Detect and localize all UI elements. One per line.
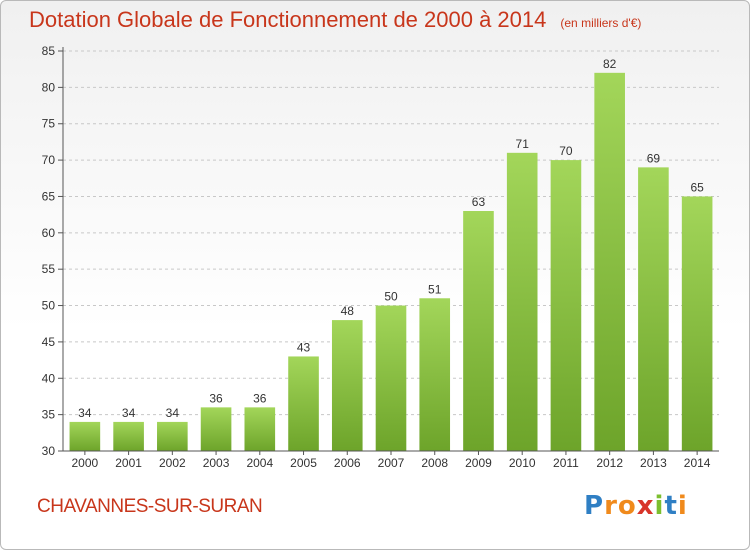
data-label: 63 <box>472 195 486 209</box>
y-tick-label: 70 <box>42 153 56 167</box>
y-tick-label: 45 <box>42 335 56 349</box>
title-text: Dotation Globale de Fonctionnement de 20… <box>29 7 547 32</box>
y-tick-label: 80 <box>42 80 56 94</box>
chart-subtitle: (en milliers d'€) <box>560 16 642 30</box>
commune-name: CHAVANNES-SUR-SURAN <box>37 496 263 517</box>
y-tick-label: 40 <box>42 371 56 385</box>
data-label: 34 <box>78 406 92 420</box>
x-tick-label: 2014 <box>684 456 711 470</box>
bars <box>69 72 713 452</box>
y-tick-label: 60 <box>42 226 56 240</box>
x-tick-label: 2000 <box>72 456 99 470</box>
bar <box>157 421 188 451</box>
x-tick-label: 2004 <box>246 456 273 470</box>
bar <box>113 421 144 451</box>
y-tick-label: 75 <box>42 117 56 131</box>
bar <box>594 72 625 452</box>
bar <box>681 196 713 451</box>
x-tick-label: 2002 <box>159 456 186 470</box>
logo-letter: P <box>584 491 605 521</box>
bar <box>244 407 276 451</box>
logo-letter: x <box>636 491 655 521</box>
data-label: 51 <box>428 282 442 296</box>
logo-letter: o <box>617 491 637 521</box>
bar <box>288 356 319 451</box>
y-tick-label: 35 <box>42 408 56 422</box>
data-label: 34 <box>166 406 180 420</box>
data-label: 82 <box>603 57 617 71</box>
axes: 30 35 40 45 50 55 60 65 70 75 80 85 <box>42 44 719 458</box>
proxiti-logo: Proxiti <box>584 491 688 521</box>
x-tick-label: 2007 <box>378 456 405 470</box>
y-tick-label: 65 <box>42 189 56 203</box>
data-label: 70 <box>559 144 573 158</box>
chart-title: Dotation Globale de Fonctionnement de 20… <box>29 7 641 33</box>
x-tick-label: 2003 <box>203 456 230 470</box>
x-tick-label: 2010 <box>509 456 536 470</box>
x-tick-label: 2001 <box>115 456 142 470</box>
data-label: 48 <box>341 304 355 318</box>
data-label: 43 <box>297 340 311 354</box>
labels: 2000 34 2001 34 2002 34 2003 36 2004 36 2005 43 2006… <box>72 57 711 470</box>
logo-letter: i <box>677 491 688 521</box>
logo-letter: r <box>604 491 618 521</box>
data-label: 71 <box>516 137 530 151</box>
bar <box>550 160 582 451</box>
bar <box>331 320 363 451</box>
x-tick-label: 2005 <box>290 456 317 470</box>
x-tick-label: 2013 <box>640 456 667 470</box>
data-label: 36 <box>209 391 223 405</box>
data-label: 36 <box>253 391 267 405</box>
data-label: 50 <box>384 290 398 304</box>
x-tick-label: 2009 <box>465 456 492 470</box>
bar <box>419 298 451 451</box>
bar <box>463 211 494 451</box>
bar <box>375 305 407 451</box>
data-label: 65 <box>690 180 704 194</box>
data-label: 34 <box>122 406 136 420</box>
x-tick-label: 2008 <box>421 456 448 470</box>
bar <box>200 407 232 451</box>
logo-letter: t <box>664 491 678 521</box>
y-tick-label: 50 <box>42 299 56 313</box>
bar <box>69 421 101 451</box>
y-tick-label: 30 <box>42 444 56 458</box>
bar <box>638 167 669 451</box>
x-tick-label: 2011 <box>553 456 579 470</box>
y-tick-label: 55 <box>42 262 56 276</box>
x-tick-label: 2006 <box>334 456 361 470</box>
y-tick-label: 85 <box>42 44 56 58</box>
bar <box>506 152 538 451</box>
data-label: 69 <box>647 151 661 165</box>
x-tick-label: 2012 <box>596 456 623 470</box>
logo-letter: i <box>654 491 665 521</box>
